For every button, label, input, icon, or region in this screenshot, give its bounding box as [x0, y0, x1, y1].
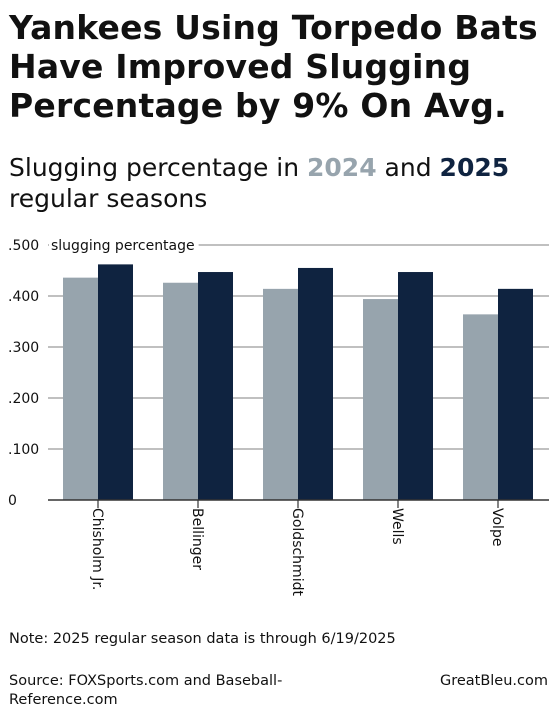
- subtitle-suffix: regular seasons: [9, 184, 208, 213]
- bar-2025: [98, 264, 133, 500]
- bar-chart: 0 .100 .200 .300 .400 .500 slugging percentage…: [8, 238, 549, 596]
- y-tick-label: .200: [8, 391, 39, 407]
- subtitle-middle: and: [376, 153, 440, 182]
- y-tick-label: .400: [8, 289, 39, 305]
- bar-2025: [198, 272, 233, 500]
- chart-source: Source: FOXSports.com and Baseball-Refer…: [9, 673, 283, 708]
- y-tick-label: .100: [8, 442, 39, 458]
- x-tick-label: Volpe: [489, 508, 505, 546]
- y-tick-label: 0: [8, 493, 17, 509]
- subtitle-year-2025: 2025: [439, 153, 510, 182]
- subtitle-prefix: Slugging percentage in: [9, 153, 308, 182]
- y-tick-label: .300: [8, 340, 39, 356]
- bar-2024: [363, 299, 398, 500]
- x-tick-label: Bellinger: [189, 508, 205, 570]
- bar-2025: [398, 272, 433, 500]
- bar-2025: [298, 267, 333, 500]
- bar-2024: [63, 277, 98, 500]
- bar-2024: [163, 282, 198, 500]
- x-tick-label: Wells: [389, 508, 405, 545]
- chart-note: Note: 2025 regular season data is throug…: [9, 631, 396, 647]
- chart-title: Yankees Using Torpedo Bats Have Improved…: [9, 8, 538, 125]
- bar-2024: [263, 288, 298, 500]
- y-axis-label: slugging percentage: [51, 238, 195, 254]
- y-tick-label: .500: [8, 238, 39, 254]
- subtitle-year-2024: 2024: [307, 153, 377, 182]
- x-tick-label: Chisholm Jr.: [89, 508, 105, 590]
- x-tick-label: Goldschmidt: [289, 508, 305, 596]
- chart-subtitle: Slugging percentage in 2024 and 2025 reg…: [9, 152, 549, 214]
- y-axis-label-background: [49, 238, 199, 254]
- brand-credit: GreatBleu.com: [439, 673, 548, 689]
- bar-2024: [463, 314, 498, 500]
- bar-2025: [498, 288, 533, 500]
